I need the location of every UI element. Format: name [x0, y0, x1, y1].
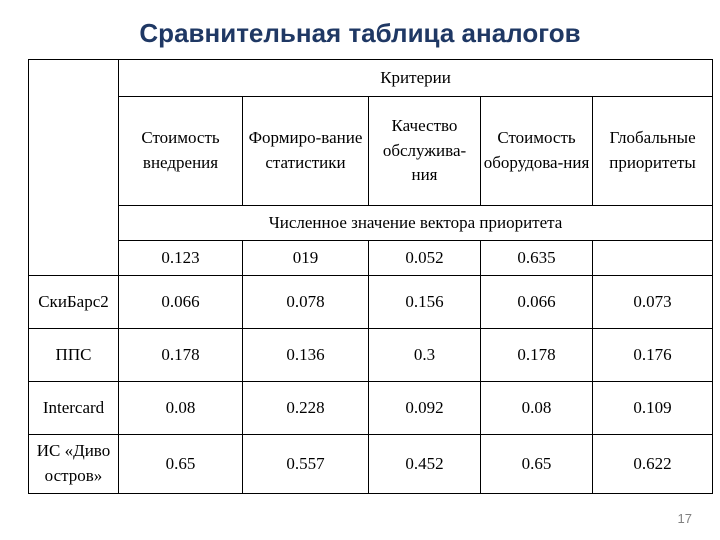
row-value: 0.557: [243, 435, 369, 494]
criteria-header: Критерии: [119, 60, 713, 97]
row-value: 0.073: [593, 276, 713, 329]
row-value: 0.092: [369, 382, 481, 435]
row-value: 0.156: [369, 276, 481, 329]
row-value: 0.65: [119, 435, 243, 494]
row-value: 0.452: [369, 435, 481, 494]
page-number: 17: [678, 511, 692, 526]
row-value: 0.3: [369, 329, 481, 382]
table-row: ИС «Диво остров» 0.65 0.557 0.452 0.65 0…: [29, 435, 713, 494]
criteria-col: Глобальные приоритеты: [593, 97, 713, 206]
row-value: 0.176: [593, 329, 713, 382]
slide-title: Сравнительная таблица аналогов: [0, 0, 720, 59]
vector-values-row: 0.123 019 0.052 0.635: [29, 241, 713, 276]
row-value: 0.08: [119, 382, 243, 435]
row-value: 0.066: [481, 276, 593, 329]
row-value: 0.65: [481, 435, 593, 494]
row-value: 0.178: [481, 329, 593, 382]
criteria-col: Стоимость внедрения: [119, 97, 243, 206]
row-name: Intercard: [29, 382, 119, 435]
row-value: 0.08: [481, 382, 593, 435]
row-name: ППС: [29, 329, 119, 382]
vector-label-row: Численное значение вектора приоритета: [29, 206, 713, 241]
table-row: ППС 0.178 0.136 0.3 0.178 0.176: [29, 329, 713, 382]
row-value: 0.136: [243, 329, 369, 382]
row-name: ИС «Диво остров»: [29, 435, 119, 494]
vector-value: 0.123: [119, 241, 243, 276]
criteria-col: Формиро-вание статистики: [243, 97, 369, 206]
vector-value: [593, 241, 713, 276]
vector-value: 0.052: [369, 241, 481, 276]
criteria-col: Стоимость оборудова-ния: [481, 97, 593, 206]
vector-value: 0.635: [481, 241, 593, 276]
row-value: 0.078: [243, 276, 369, 329]
row-value: 0.109: [593, 382, 713, 435]
row-value: 0.622: [593, 435, 713, 494]
vector-label: Численное значение вектора приоритета: [119, 206, 713, 241]
row-value: 0.066: [119, 276, 243, 329]
row-value: 0.178: [119, 329, 243, 382]
row-name: СкиБарс2: [29, 276, 119, 329]
criteria-col: Качество обслужива-ния: [369, 97, 481, 206]
table-header-row: Критерии: [29, 60, 713, 97]
row-value: 0.228: [243, 382, 369, 435]
table-row: Intercard 0.08 0.228 0.092 0.08 0.109: [29, 382, 713, 435]
vector-value: 019: [243, 241, 369, 276]
criteria-columns-row: Стоимость внедрения Формиро-вание статис…: [29, 97, 713, 206]
table-row: СкиБарс2 0.066 0.078 0.156 0.066 0.073: [29, 276, 713, 329]
table-corner-blank: [29, 60, 119, 276]
comparison-table: Критерии Стоимость внедрения Формиро-ван…: [28, 59, 713, 494]
